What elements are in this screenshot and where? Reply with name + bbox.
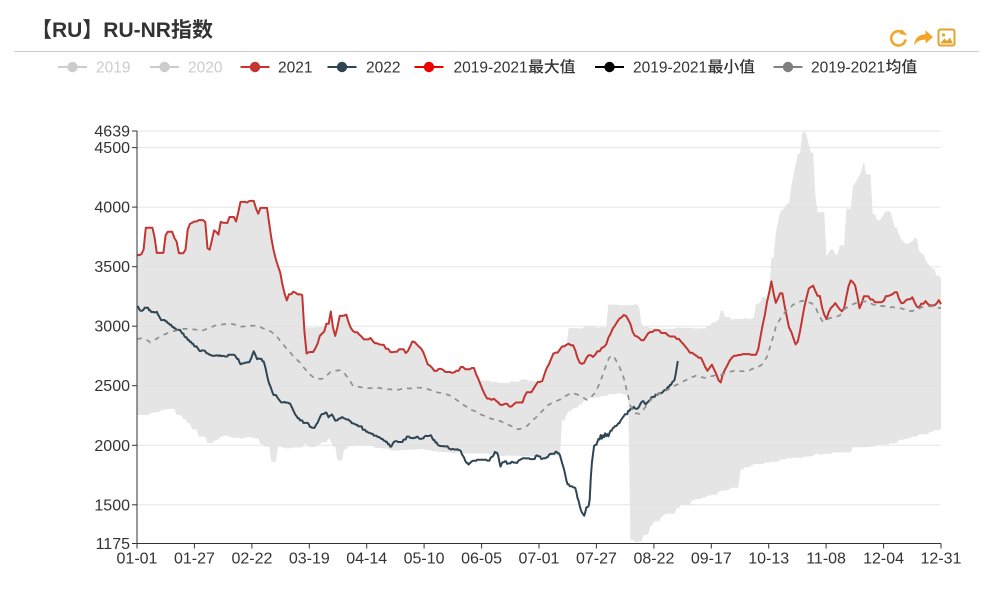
- svg-text:2019-2021: 2019-2021: [811, 59, 885, 76]
- svg-text:11-08: 11-08: [806, 551, 846, 568]
- svg-text:08-22: 08-22: [633, 551, 674, 568]
- svg-text:4000: 4000: [94, 200, 130, 217]
- svg-text:2022: 2022: [366, 59, 400, 76]
- svg-text:2019-2021: 2019-2021: [633, 59, 707, 76]
- svg-text:12-31: 12-31: [921, 551, 962, 568]
- svg-text:09-17: 09-17: [691, 551, 732, 568]
- svg-text:1500: 1500: [94, 497, 130, 514]
- svg-text:2000: 2000: [94, 438, 130, 455]
- svg-text:07-27: 07-27: [576, 551, 617, 568]
- svg-text:4500: 4500: [94, 140, 130, 157]
- svg-text:2500: 2500: [94, 378, 130, 395]
- svg-text:3000: 3000: [94, 319, 130, 336]
- svg-text:RU-NR: RU-NR: [103, 19, 171, 42]
- svg-text:03-19: 03-19: [289, 551, 330, 568]
- svg-text:06-05: 06-05: [461, 551, 502, 568]
- svg-text:01-01: 01-01: [117, 551, 158, 568]
- svg-text:04-14: 04-14: [346, 551, 387, 568]
- svg-text:01-27: 01-27: [174, 551, 215, 568]
- svg-text:3500: 3500: [94, 259, 130, 276]
- svg-text:RU: RU: [52, 19, 82, 42]
- svg-text:12-04: 12-04: [863, 551, 904, 568]
- svg-text:1175: 1175: [96, 536, 131, 553]
- svg-text:2019: 2019: [96, 59, 130, 76]
- svg-text:2021: 2021: [278, 59, 312, 76]
- svg-text:05-10: 05-10: [404, 551, 445, 568]
- svg-text:02-22: 02-22: [231, 551, 272, 568]
- svg-text:2019-2021: 2019-2021: [454, 59, 528, 76]
- svg-text:07-01: 07-01: [519, 551, 560, 568]
- svg-text:10-13: 10-13: [748, 551, 789, 568]
- svg-text:4639: 4639: [94, 124, 130, 141]
- svg-text:2020: 2020: [188, 59, 223, 76]
